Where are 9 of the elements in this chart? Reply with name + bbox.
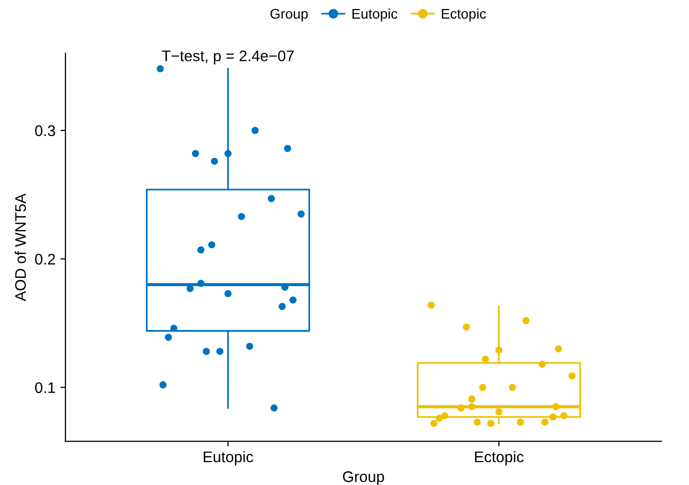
- y-tick-label: 0.2: [35, 254, 55, 265]
- y-tick-label: 0.3: [35, 125, 56, 136]
- legend-label: Ectopic: [442, 8, 486, 22]
- legend-label: Eutopic: [352, 8, 398, 22]
- y-axis-title: AOD of WNT5A: [14, 193, 26, 302]
- legend-title: Group: [270, 8, 308, 22]
- annotation: T−test, p = 2.4e−07: [162, 50, 294, 64]
- y-tick-label: 0.1: [35, 382, 55, 394]
- x-axis-title: Group: [342, 471, 384, 485]
